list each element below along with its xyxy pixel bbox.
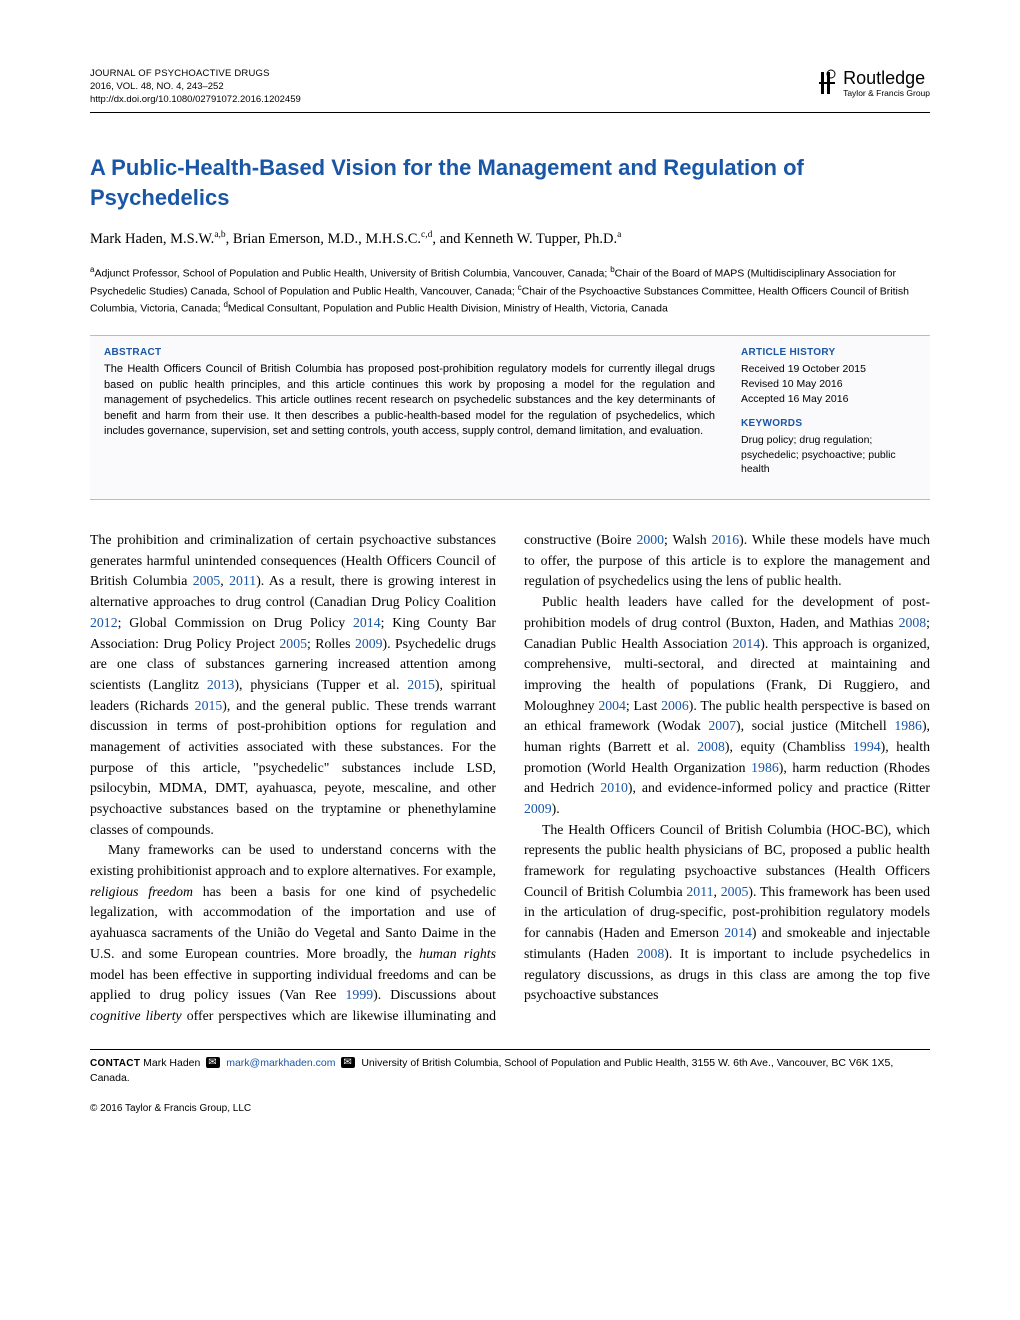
sidebar-column: ARTICLE HISTORY Received 19 October 2015… [741, 346, 916, 487]
article-history: ARTICLE HISTORY Received 19 October 2015… [741, 346, 916, 407]
abstract-text: The Health Officers Council of British C… [104, 362, 715, 439]
keywords-heading: KEYWORDS [741, 417, 916, 432]
publisher-text: Routledge Taylor & Francis Group [843, 69, 930, 98]
contact-email[interactable]: mark@markhaden.com [226, 1057, 335, 1069]
contact-label: CONTACT [90, 1058, 140, 1069]
history-accepted: Accepted 16 May 2016 [741, 392, 916, 407]
abstract-box: ABSTRACT The Health Officers Council of … [90, 335, 930, 500]
history-heading: ARTICLE HISTORY [741, 346, 916, 361]
publisher-tagline: Taylor & Francis Group [843, 89, 930, 98]
body-paragraph: The prohibition and criminalization of c… [90, 530, 496, 840]
copyright: © 2016 Taylor & Francis Group, LLC [90, 1101, 930, 1116]
mail-icon [206, 1057, 220, 1068]
affiliations: aAdjunct Professor, School of Population… [90, 264, 930, 317]
article-title: A Public-Health-Based Vision for the Man… [90, 153, 930, 212]
journal-doi: http://dx.doi.org/10.1080/02791072.2016.… [90, 94, 301, 107]
body-paragraph: Public health leaders have called for th… [524, 592, 930, 820]
journal-issue: 2016, VOL. 48, NO. 4, 243–252 [90, 81, 301, 94]
contact-footer: CONTACT Mark Haden mark@markhaden.com Un… [90, 1049, 930, 1117]
history-revised: Revised 10 May 2016 [741, 377, 916, 392]
publisher-name: Routledge [843, 69, 930, 87]
routledge-icon [817, 68, 837, 98]
page-header: JOURNAL OF PSYCHOACTIVE DRUGS 2016, VOL.… [90, 68, 930, 113]
mail-icon [341, 1057, 355, 1068]
journal-name: JOURNAL OF PSYCHOACTIVE DRUGS [90, 68, 301, 81]
abstract-column: ABSTRACT The Health Officers Council of … [104, 346, 715, 487]
contact-name: Mark Haden [143, 1057, 200, 1069]
journal-meta: JOURNAL OF PSYCHOACTIVE DRUGS 2016, VOL.… [90, 68, 301, 106]
contact-line: CONTACT Mark Haden mark@markhaden.com Un… [90, 1056, 930, 1088]
article-body: The prohibition and criminalization of c… [90, 530, 930, 1027]
history-received: Received 19 October 2015 [741, 362, 916, 377]
keywords-text: Drug policy; drug regulation; psychedeli… [741, 433, 916, 477]
abstract-heading: ABSTRACT [104, 346, 715, 361]
body-paragraph: The Health Officers Council of British C… [524, 820, 930, 1006]
publisher-logo: Routledge Taylor & Francis Group [817, 68, 930, 98]
keywords-block: KEYWORDS Drug policy; drug regulation; p… [741, 417, 916, 478]
authors: Mark Haden, M.S.W.a,b, Brian Emerson, M.… [90, 229, 930, 250]
